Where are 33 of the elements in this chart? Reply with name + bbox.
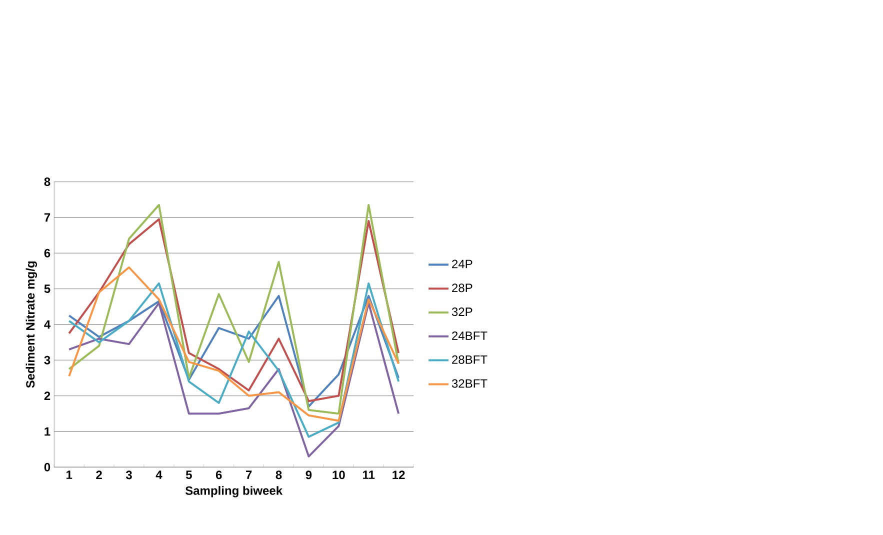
x-tick-label: 4	[156, 470, 162, 479]
legend-label: 28P	[452, 283, 472, 292]
y-tick-label: 8	[44, 177, 50, 186]
x-tick-label: 12	[392, 470, 405, 479]
x-tick-label: 10	[332, 470, 345, 479]
x-tick-label: 7	[246, 470, 252, 479]
legend-label: 24BFT	[452, 331, 488, 340]
x-tick-label: 9	[306, 470, 312, 479]
line-series	[68, 266, 400, 422]
y-tick-label: 6	[44, 248, 50, 258]
x-tick-label: 6	[216, 470, 222, 479]
y-tick-label: 5	[44, 284, 50, 293]
line-series	[68, 294, 400, 408]
x-tick-label: 11	[363, 470, 375, 479]
legend-label: 32P	[452, 307, 472, 316]
x-tick-label: 5	[186, 470, 192, 479]
y-tick-label: 7	[44, 213, 50, 222]
x-axis-title: Sampling biweek	[185, 486, 283, 498]
y-tick-label: 4	[44, 320, 51, 328]
legend-label: 24P	[452, 260, 472, 268]
y-tick-label: 0	[44, 462, 50, 472]
y-tick-label: 3	[44, 356, 50, 364]
line-series	[68, 302, 400, 458]
x-tick-label: 8	[276, 470, 282, 479]
x-tick-label: 2	[96, 470, 102, 479]
y-axis-title: Sediment Nitrate mg/g	[26, 261, 38, 388]
legend-label: 32BFT	[452, 379, 488, 388]
x-tick-label: 1	[66, 470, 72, 479]
legend-label: 28BFT	[452, 355, 488, 364]
y-tick-label: 1	[44, 427, 50, 436]
x-tick-label: 3	[126, 470, 132, 479]
y-tick-label: 2	[44, 391, 50, 400]
line-series	[68, 282, 400, 438]
